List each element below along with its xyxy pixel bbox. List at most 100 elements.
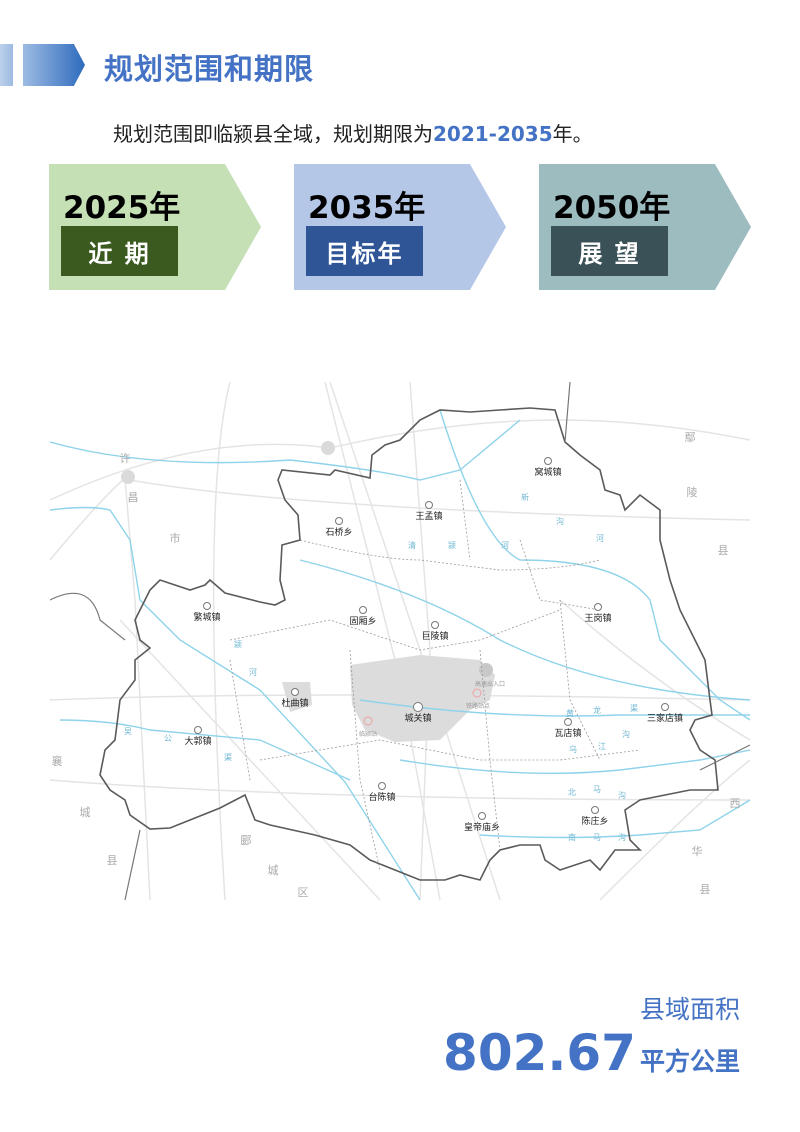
town-marker-icon	[359, 606, 367, 614]
timeline-year: 2035年	[308, 190, 426, 226]
town-label: 石桥乡	[325, 526, 352, 538]
county-area-value: 802.67 平方公里	[443, 1024, 740, 1082]
region-label: 市	[170, 531, 181, 545]
region-label: 城	[80, 806, 91, 819]
region-label: 襄	[52, 754, 63, 768]
river-label: 河	[249, 667, 257, 677]
river-label: 黄	[566, 708, 574, 718]
town-marker-icon	[594, 603, 602, 611]
river-label: 马	[593, 833, 601, 842]
region-label: 鄢	[685, 431, 696, 444]
timeline-tag: 目标年	[306, 226, 423, 276]
region-label: 城	[268, 864, 279, 877]
river-label: 沟	[618, 790, 626, 800]
town-label: 王孟镇	[415, 510, 442, 522]
urban-areas	[121, 441, 495, 742]
station-label: 铁路站点	[466, 702, 490, 710]
timeline-step-target-year: 2035年 目标年	[294, 164, 506, 290]
town-marker-icon	[591, 806, 599, 814]
town-label: 瓦店镇	[554, 727, 581, 739]
county-boundary	[99, 407, 719, 881]
river-label: 颍	[234, 640, 242, 649]
river-label: 河	[501, 540, 509, 550]
timeline-step-near-term: 2025年 近 期	[49, 164, 261, 290]
river-label: 沟	[622, 729, 630, 739]
town-label: 固厢乡	[349, 616, 376, 627]
rivers	[50, 409, 750, 901]
town-label: 巨陵镇	[421, 630, 448, 642]
station-label: 高速出入口	[475, 680, 505, 688]
intro-period: 2021-2035	[433, 122, 553, 146]
town-marker-icon	[194, 726, 202, 734]
region-label: 县	[700, 883, 711, 896]
town-label: 城关镇	[404, 712, 431, 724]
river-label: 渠	[630, 703, 638, 713]
header-decor-bar-light	[0, 44, 13, 86]
town-marker-icon	[413, 702, 423, 712]
town-marker-icon	[425, 501, 433, 509]
page-title: 规划范围和期限	[104, 52, 315, 86]
timeline-tag: 近 期	[61, 226, 178, 276]
county-area-label: 县域面积	[639, 995, 740, 1024]
river-label: 公	[164, 734, 172, 743]
region-label: 西	[730, 797, 741, 810]
timeline-tag: 展 望	[551, 226, 668, 276]
timeline-step-outlook: 2050年 展 望	[539, 164, 751, 290]
town-marker-icon	[291, 688, 299, 696]
railway-station-icon	[363, 716, 373, 726]
river-label: 渠	[224, 752, 232, 762]
timeline-year: 2050年	[553, 190, 671, 226]
timeline-year: 2025年	[63, 190, 181, 226]
region-label: 郾	[241, 834, 252, 847]
town-label: 皇帝庙乡	[464, 821, 500, 833]
town-label: 陈庄乡	[581, 815, 608, 827]
river-label: 清	[408, 540, 416, 550]
town-marker-icon	[378, 782, 386, 790]
river-label: 颍	[448, 541, 456, 550]
town-label: 大郭镇	[184, 735, 211, 747]
river-label: 乌	[569, 744, 577, 754]
area-number: 802.67	[443, 1024, 636, 1082]
town-label: 台陈镇	[368, 791, 395, 803]
river-label: 河	[596, 533, 604, 543]
town-marker-icon	[544, 457, 552, 465]
town-marker-icon	[478, 812, 486, 820]
town-marker-icon	[203, 602, 211, 610]
river-label: 北	[568, 788, 576, 797]
town-label: 繁城镇	[193, 611, 220, 623]
neighbor-boundary	[50, 382, 750, 901]
river-label: 江	[598, 742, 606, 751]
region-label: 县	[718, 544, 729, 557]
intro-prefix: 规划范围即临颍县全域，规划期限为	[113, 122, 433, 146]
town-label: 杜曲镇	[281, 697, 308, 709]
town-label: 窝城镇	[534, 466, 561, 478]
region-label: 华	[692, 844, 703, 858]
header-decor-arrow	[23, 44, 85, 86]
river-label: 龙	[593, 705, 601, 715]
town-marker-icon	[661, 703, 669, 711]
region-label: 陵	[687, 486, 698, 499]
railway-station-icon	[472, 688, 482, 698]
river-label: 沟	[618, 832, 626, 842]
river-label: 沟	[556, 516, 564, 526]
town-marker-icon	[564, 718, 572, 726]
region-label: 区	[298, 886, 309, 899]
river-label: 吴	[124, 727, 132, 736]
town-label: 王岗镇	[584, 612, 611, 624]
township-boundaries	[229, 479, 641, 871]
intro-suffix: 年。	[552, 122, 593, 146]
area-unit: 平方公里	[639, 1047, 740, 1076]
station-label: 临颍站	[359, 730, 377, 738]
region-label: 县	[107, 854, 118, 867]
region-label: 昌	[128, 491, 139, 504]
river-label: 南	[568, 832, 576, 842]
river-label: 新	[521, 492, 529, 502]
town-marker-icon	[431, 621, 439, 629]
river-label: 马	[593, 785, 601, 794]
region-label: 许	[120, 452, 131, 465]
intro-text: 规划范围即临颍县全域，规划期限为2021-2035年。	[113, 118, 593, 147]
town-marker-icon	[335, 517, 343, 525]
